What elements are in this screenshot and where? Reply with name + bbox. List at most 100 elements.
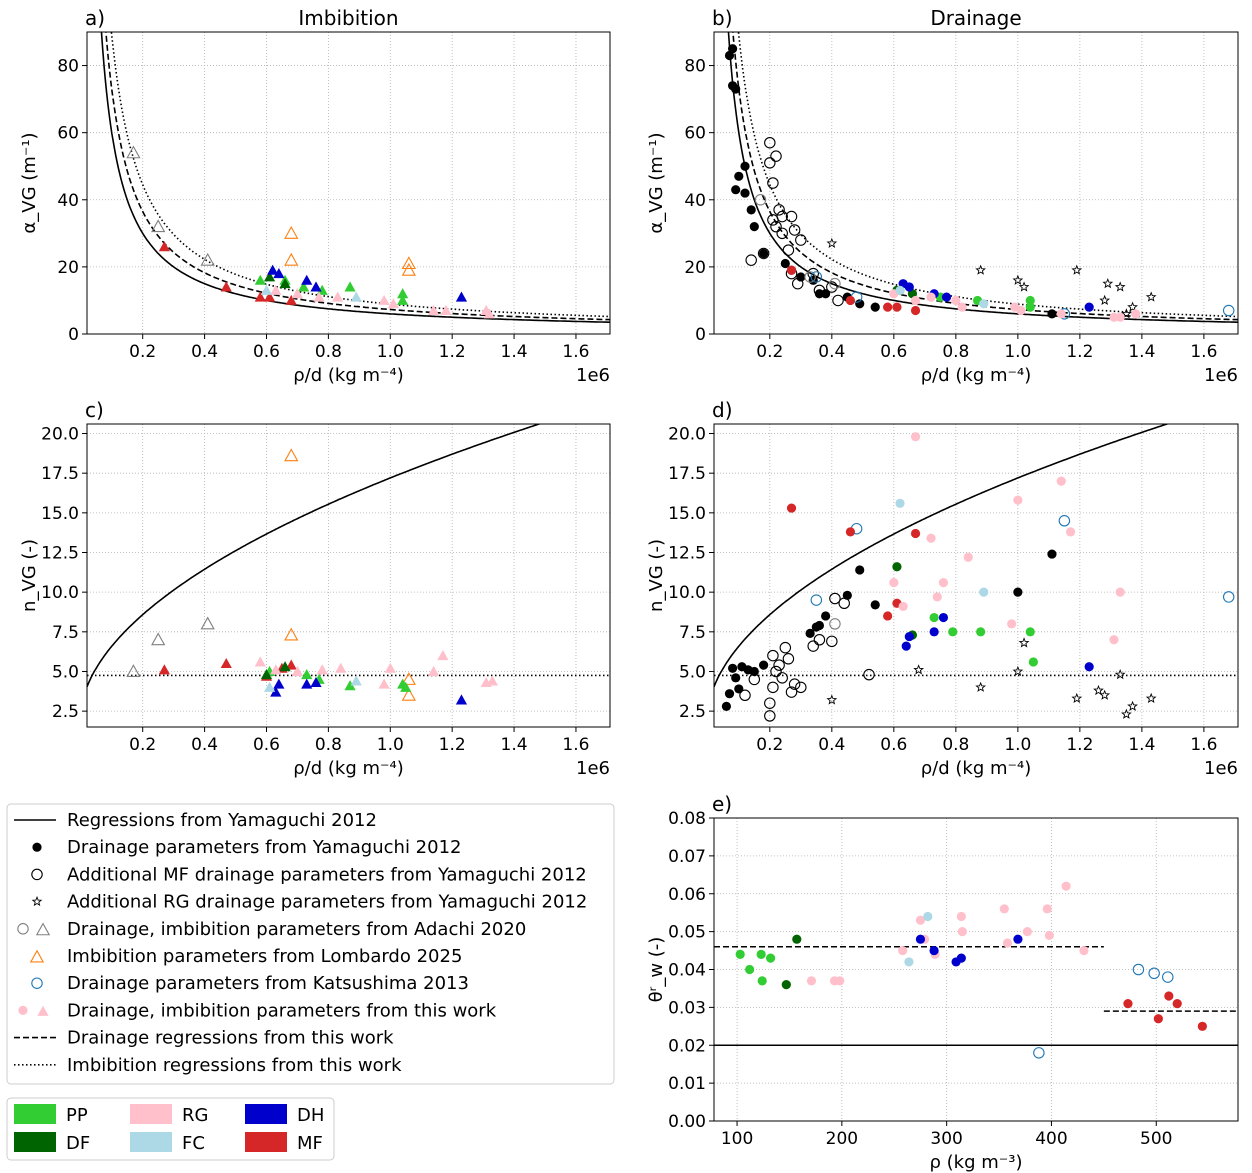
grain-swatch — [14, 1132, 56, 1152]
plot-area — [714, 424, 1238, 722]
grain-label: MF — [297, 1133, 323, 1154]
data-point — [310, 676, 322, 688]
x-tick-label: 1.0 — [1004, 342, 1031, 362]
legend-handle — [18, 1005, 28, 1016]
data-point — [270, 664, 282, 675]
x-tick-label: 1.4 — [1128, 342, 1155, 362]
legend: Regressions from Yamaguchi 2012 Drainage … — [6, 803, 615, 1085]
chart-panel-a: 0.2 0.4 0.6 0.8 1.0 1.2 1.4 1.6 0 20 40 60 80 a) Imbib… — [19, 6, 611, 386]
x-tick-label: 1.6 — [1190, 735, 1217, 755]
chart-panel-d: 0.2 0.4 0.6 0.8 1.0 1.2 1.4 1.6 2.5 5.0 7.5 10.0 12.… — [646, 398, 1239, 779]
plot-area — [724, 32, 1238, 323]
data-point — [781, 980, 791, 990]
data-point — [344, 680, 356, 691]
data-point — [1099, 689, 1111, 700]
regression-line — [732, 32, 1238, 321]
y-axis-label: α_VG (m⁻¹) — [646, 132, 667, 233]
regression-line — [110, 32, 610, 318]
data-point — [901, 641, 911, 651]
data-point — [1145, 692, 1157, 703]
grain-label: DH — [297, 1105, 324, 1126]
x-tick-label: 1.0 — [1004, 735, 1031, 755]
y-tick-label: 80 — [57, 57, 79, 77]
data-point — [285, 659, 297, 670]
y-tick-label: 2.5 — [679, 702, 706, 722]
regression-line — [727, 32, 1238, 323]
x-tick-label: 0.6 — [880, 735, 907, 755]
data-point — [254, 274, 266, 285]
data-point — [999, 904, 1009, 914]
data-point — [384, 662, 396, 673]
x-tick-label: 0.2 — [756, 735, 783, 755]
data-point — [270, 686, 282, 697]
data-point — [932, 592, 942, 602]
data-point — [756, 949, 766, 959]
legend-handle — [31, 895, 43, 907]
data-point — [401, 262, 416, 276]
y-tick-label: 0.01 — [668, 1074, 706, 1094]
x-axis-label: ρ (kg m⁻³) — [929, 1152, 1022, 1173]
data-point — [440, 304, 452, 315]
data-point — [1047, 309, 1057, 319]
data-point — [979, 299, 989, 309]
data-point — [378, 678, 390, 689]
data-point — [254, 291, 266, 302]
data-point — [804, 271, 816, 283]
data-point — [910, 295, 921, 306]
data-point — [1013, 934, 1023, 944]
data-point — [740, 161, 750, 171]
data-point — [780, 258, 790, 269]
data-point — [267, 264, 279, 275]
data-point — [401, 672, 416, 685]
y-tick-label: 2.5 — [52, 702, 79, 722]
x-tick-label: 1.6 — [562, 342, 589, 362]
x-tick-label: 0.4 — [191, 342, 218, 362]
data-point — [263, 271, 276, 282]
data-point — [428, 304, 440, 315]
data-point — [270, 284, 282, 295]
regression-line — [100, 32, 610, 323]
data-point — [285, 294, 297, 305]
data-point — [279, 661, 291, 672]
data-point — [785, 210, 798, 223]
y-tick-label: 0 — [68, 325, 79, 345]
data-point — [728, 663, 738, 673]
chart-panel-b: 0.2 0.4 0.6 0.8 1.0 1.2 1.4 1.6 0 20 40 60 80 b) Drain… — [646, 6, 1239, 386]
x-tick-label: 0.6 — [253, 342, 280, 362]
data-point — [350, 675, 362, 686]
x-tick-label: 0.4 — [191, 735, 218, 755]
data-point — [284, 448, 299, 462]
data-point — [1121, 308, 1132, 319]
data-point — [941, 292, 952, 302]
legend-handle — [29, 949, 45, 963]
y-tick-label: 15.0 — [668, 504, 706, 524]
data-point — [400, 681, 412, 692]
data-point — [883, 302, 893, 312]
x-axis-scale: 1e6 — [576, 365, 610, 386]
data-point — [335, 662, 347, 673]
data-point — [782, 244, 795, 256]
x-axis-label: ρ/d (kg m⁻⁴) — [921, 365, 1032, 386]
data-point — [963, 552, 973, 562]
data-point — [757, 247, 770, 260]
data-point — [1065, 527, 1076, 537]
data-point — [1164, 991, 1174, 1001]
grain-swatch — [245, 1132, 287, 1152]
data-point — [764, 157, 776, 169]
x-tick-label: 0.6 — [880, 342, 907, 362]
legend-entry: Additional RG drainage parameters from Y… — [67, 892, 587, 913]
data-point — [734, 684, 744, 694]
data-point — [948, 627, 958, 637]
data-point — [1033, 1047, 1045, 1059]
data-point — [1127, 700, 1138, 711]
data-point — [749, 666, 759, 677]
data-point — [387, 298, 399, 309]
x-tick-label: 1.0 — [377, 342, 404, 362]
data-point — [1058, 515, 1071, 527]
data-point — [832, 294, 844, 307]
data-point — [767, 681, 779, 694]
x-tick-label: 0.8 — [942, 342, 969, 362]
data-point — [776, 672, 788, 684]
data-point — [260, 669, 273, 680]
